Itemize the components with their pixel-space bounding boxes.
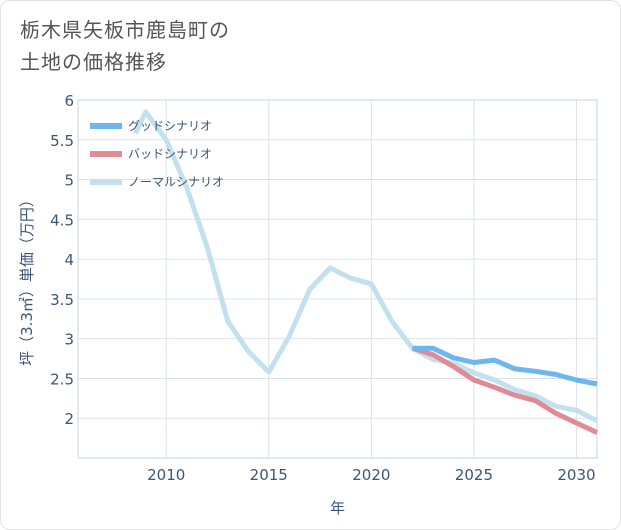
x-axis-title: 年 bbox=[330, 499, 345, 517]
y-tick-label: 5.5 bbox=[50, 132, 74, 150]
y-tick-label: 4 bbox=[64, 251, 74, 269]
y-tick-label: 4.5 bbox=[50, 211, 74, 229]
y-tick-label: 6 bbox=[64, 92, 74, 110]
x-tick-label: 2030 bbox=[557, 466, 595, 484]
y-tick-label: 3.5 bbox=[50, 291, 74, 309]
y-tick-label: 2 bbox=[64, 410, 74, 428]
x-tick-label: 2015 bbox=[250, 466, 288, 484]
series-line-0 bbox=[412, 345, 598, 387]
plot-frame bbox=[77, 99, 598, 459]
series-lines bbox=[133, 109, 599, 435]
legend-label-0: グッドシナリオ bbox=[128, 119, 212, 133]
series-line-1 bbox=[411, 345, 599, 435]
y-tick-labels: 2 2.5 3 3.5 4 4.5 5 5.5 6 bbox=[50, 92, 74, 428]
x-tick-label: 2010 bbox=[147, 466, 185, 484]
x-tick-label: 2020 bbox=[352, 466, 390, 484]
chart-title-line-2: 土地の価格推移 bbox=[20, 50, 167, 74]
legend-label-2: ノーマルシナリオ bbox=[128, 175, 224, 189]
y-tick-label: 3 bbox=[64, 331, 74, 349]
series-line-2 bbox=[133, 109, 599, 423]
chart-title: 栃木県矢板市鹿島町の 土地の価格推移 bbox=[20, 14, 230, 78]
legend-label-1: バッドシナリオ bbox=[128, 147, 212, 161]
y-tick-label: 2.5 bbox=[50, 370, 74, 388]
x-tick-labels: 2010 2015 2020 2025 2030 bbox=[147, 466, 595, 484]
y-axis-title: 坪（3.3㎡）単価（万円） bbox=[18, 192, 36, 366]
x-tick-label: 2025 bbox=[455, 466, 493, 484]
chart-title-line-1: 栃木県矢板市鹿島町の bbox=[20, 18, 230, 42]
y-tick-label: 5 bbox=[64, 172, 74, 190]
